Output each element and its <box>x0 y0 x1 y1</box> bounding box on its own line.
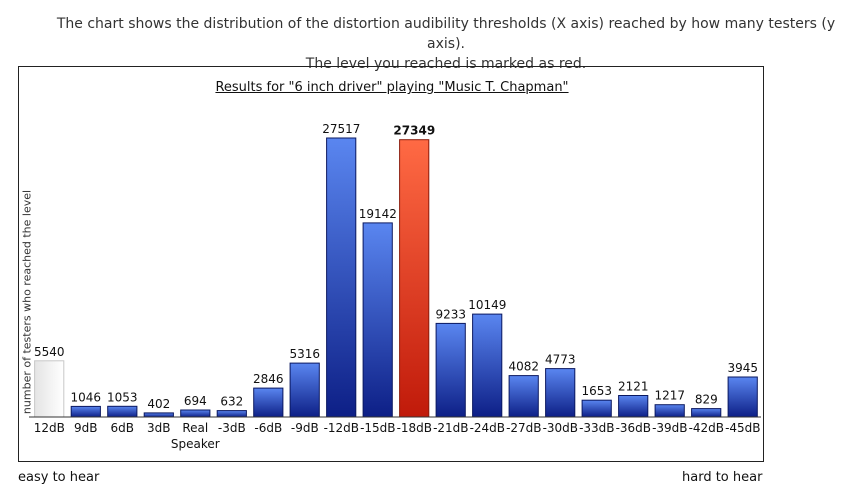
value-label-12: 10149 <box>468 298 506 312</box>
bar-9 <box>362 222 393 418</box>
bar-19 <box>727 376 758 418</box>
value-label-10: 27349 <box>393 124 435 138</box>
category-label-15: -33dB <box>579 421 614 435</box>
category-label-12: -24dB <box>470 421 505 435</box>
bar-5 <box>216 410 247 418</box>
bar-14 <box>545 368 576 418</box>
bar-2 <box>107 405 138 418</box>
value-label-6: 2846 <box>253 372 284 386</box>
value-label-16: 2121 <box>618 380 649 394</box>
value-label-4: 694 <box>184 394 207 408</box>
bar-7 <box>289 362 320 418</box>
bar-12 <box>472 313 503 418</box>
category-label-14: -30dB <box>543 421 578 435</box>
category-label-11: -21dB <box>433 421 468 435</box>
value-label-11: 9233 <box>436 307 467 321</box>
category-label-4-line2: Speaker <box>171 437 220 451</box>
bar-4 <box>180 409 211 418</box>
category-label-2: 6dB <box>111 421 134 435</box>
category-label-17: -39dB <box>652 421 687 435</box>
value-label-1: 1046 <box>71 390 102 404</box>
bar-6 <box>253 387 284 418</box>
value-label-18: 829 <box>695 393 718 407</box>
value-label-5: 632 <box>220 395 243 409</box>
chart-frame <box>18 66 764 462</box>
category-label-5: -3dB <box>218 421 246 435</box>
category-label-16: -36dB <box>616 421 651 435</box>
category-label-19: -45dB <box>725 421 760 435</box>
value-label-17: 1217 <box>655 389 686 403</box>
bar-13 <box>508 375 539 418</box>
category-label-1: 9dB <box>74 421 97 435</box>
easy-to-hear-label: easy to hear <box>18 470 100 485</box>
description-line-2: The level you reached is marked as red. <box>305 56 587 72</box>
value-label-9: 19142 <box>359 207 397 221</box>
category-label-8: -12dB <box>324 421 359 435</box>
value-label-14: 4773 <box>545 353 576 367</box>
bar-15 <box>581 399 612 418</box>
value-label-15: 1653 <box>582 384 613 398</box>
bar-8 <box>326 137 357 418</box>
category-label-9: -15dB <box>360 421 395 435</box>
value-label-13: 4082 <box>509 360 540 374</box>
bar-1 <box>70 405 101 418</box>
category-label-4: Real <box>182 421 208 435</box>
category-label-3: 3dB <box>147 421 170 435</box>
value-label-0: 5540 <box>34 345 65 359</box>
bar-3 <box>143 412 174 418</box>
category-label-18: -42dB <box>689 421 724 435</box>
value-label-3: 402 <box>147 397 170 411</box>
value-label-7: 5316 <box>290 347 321 361</box>
value-label-8: 27517 <box>322 122 360 136</box>
category-label-13: -27dB <box>506 421 541 435</box>
category-label-7: -9dB <box>291 421 319 435</box>
bar-17 <box>654 404 685 418</box>
chart-description: The chart shows the distribution of the … <box>0 14 850 74</box>
description-line-1: The chart shows the distribution of the … <box>56 16 836 52</box>
value-label-19: 3945 <box>728 361 759 375</box>
category-label-10: -18dB <box>397 421 432 435</box>
value-label-2: 1053 <box>107 390 138 404</box>
bar-0 <box>34 360 65 418</box>
bar-11 <box>435 322 466 418</box>
chart-title: Results for "6 inch driver" playing "Mus… <box>215 80 569 95</box>
hard-to-hear-label: hard to hear <box>682 470 763 485</box>
category-label-6: -6dB <box>254 421 282 435</box>
bar-10 <box>399 139 430 418</box>
bar-16 <box>618 395 649 418</box>
bar-18 <box>691 408 722 418</box>
category-label-0: 12dB <box>34 421 65 435</box>
